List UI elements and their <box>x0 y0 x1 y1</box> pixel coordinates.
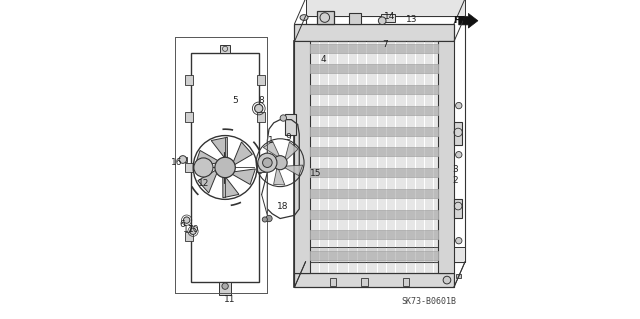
Text: 13: 13 <box>406 15 418 24</box>
Circle shape <box>456 102 462 109</box>
Bar <box>306 247 465 262</box>
Text: 3: 3 <box>452 165 458 174</box>
Bar <box>310 147 438 156</box>
Text: 4: 4 <box>321 55 326 63</box>
Bar <box>294 24 454 41</box>
Text: 11: 11 <box>224 295 236 304</box>
Bar <box>185 232 193 241</box>
Circle shape <box>194 158 213 177</box>
Circle shape <box>378 17 386 25</box>
Circle shape <box>262 158 272 167</box>
Polygon shape <box>211 137 227 161</box>
Bar <box>294 41 310 273</box>
Circle shape <box>266 215 272 222</box>
Polygon shape <box>223 174 239 198</box>
Bar <box>317 11 334 24</box>
Text: 7: 7 <box>383 40 388 48</box>
Ellipse shape <box>300 15 308 20</box>
Polygon shape <box>198 168 219 193</box>
Polygon shape <box>263 141 280 159</box>
Bar <box>310 127 438 136</box>
Bar <box>456 274 461 278</box>
Polygon shape <box>273 166 285 185</box>
Text: 9: 9 <box>285 133 291 142</box>
Bar <box>219 282 232 295</box>
Bar <box>330 278 336 286</box>
Circle shape <box>258 153 277 172</box>
Bar <box>310 64 438 73</box>
Polygon shape <box>459 13 478 28</box>
Bar <box>454 199 462 218</box>
Bar <box>191 53 259 282</box>
Text: 2: 2 <box>452 176 458 185</box>
Circle shape <box>255 104 263 113</box>
Bar <box>403 278 410 286</box>
Text: SK73-B0601B: SK73-B0601B <box>401 297 456 306</box>
Circle shape <box>443 276 451 284</box>
Bar <box>257 75 265 85</box>
Polygon shape <box>232 142 252 167</box>
Text: 17: 17 <box>182 225 194 234</box>
Bar <box>182 157 187 162</box>
Bar <box>306 16 465 262</box>
Text: 5: 5 <box>232 96 238 105</box>
Bar <box>294 41 454 287</box>
Bar <box>306 0 465 16</box>
Text: 8: 8 <box>258 96 264 105</box>
Polygon shape <box>257 161 276 174</box>
Text: 16: 16 <box>172 158 183 167</box>
Circle shape <box>262 217 268 222</box>
Text: 18: 18 <box>276 202 288 211</box>
Bar <box>362 278 368 286</box>
Bar <box>310 251 438 260</box>
Circle shape <box>222 283 228 289</box>
Polygon shape <box>282 165 303 176</box>
Polygon shape <box>284 142 298 162</box>
Bar <box>185 75 193 85</box>
Text: 10: 10 <box>188 225 200 234</box>
Bar <box>185 112 193 122</box>
Bar <box>285 114 296 135</box>
Bar <box>349 13 362 24</box>
Text: FR.: FR. <box>453 16 470 25</box>
Bar <box>438 41 454 273</box>
Polygon shape <box>195 151 221 166</box>
Bar <box>310 210 438 219</box>
Circle shape <box>456 152 462 158</box>
Text: 6: 6 <box>179 220 185 229</box>
Bar <box>185 163 193 172</box>
Circle shape <box>273 156 287 170</box>
Bar <box>310 189 438 198</box>
Circle shape <box>456 237 462 244</box>
Circle shape <box>190 228 196 234</box>
Bar <box>381 14 395 22</box>
Bar <box>310 106 438 115</box>
Text: 1: 1 <box>268 136 273 145</box>
Bar <box>310 230 438 239</box>
Circle shape <box>280 115 287 121</box>
Bar <box>294 273 454 287</box>
Circle shape <box>215 157 236 178</box>
Text: 14: 14 <box>384 12 396 21</box>
Bar <box>310 85 438 94</box>
Bar <box>257 163 265 172</box>
Circle shape <box>179 156 187 163</box>
Bar <box>310 44 438 53</box>
Bar <box>310 168 438 177</box>
Bar <box>454 122 462 145</box>
Text: 15: 15 <box>310 169 322 178</box>
Text: 12: 12 <box>198 179 209 188</box>
Bar <box>257 112 265 122</box>
Bar <box>220 45 230 53</box>
Polygon shape <box>229 169 255 184</box>
Circle shape <box>184 217 190 223</box>
